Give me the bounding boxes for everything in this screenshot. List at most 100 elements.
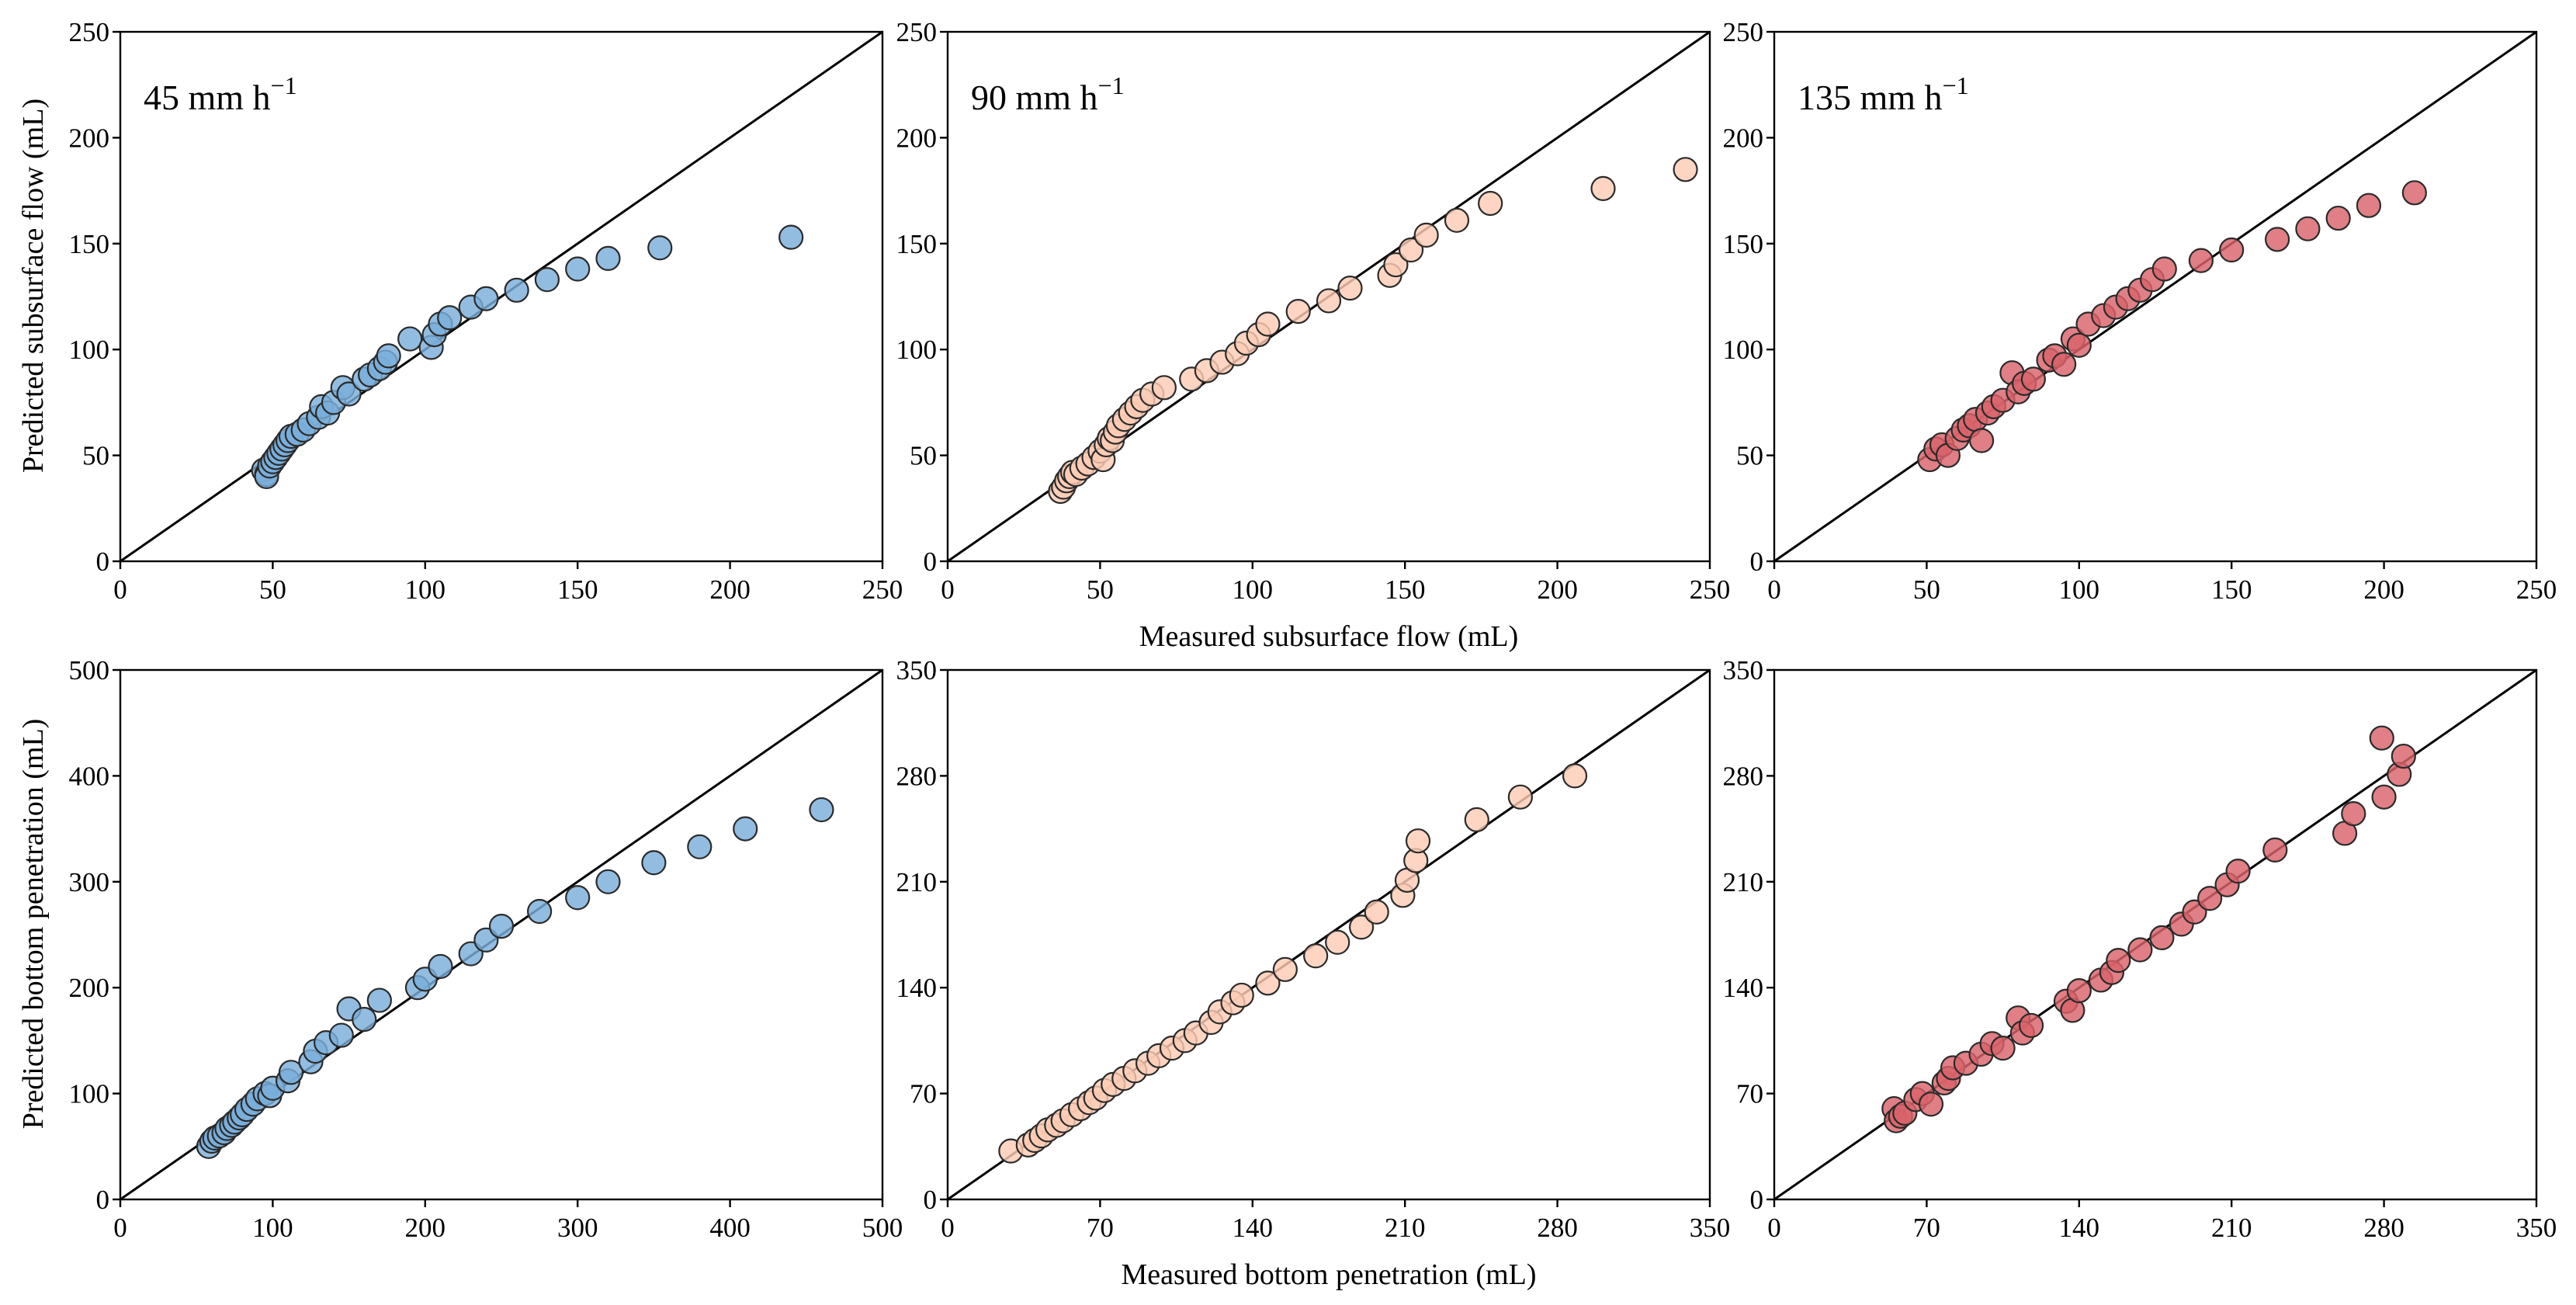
y-tick-label: 140 (1723, 973, 1764, 1003)
data-point (595, 869, 621, 894)
data-point (1303, 943, 1329, 969)
y-tick-label: 100 (896, 335, 938, 365)
x-tick-label: 70 (1087, 1213, 1114, 1243)
y-tick-label: 70 (910, 1079, 937, 1109)
data-point (1255, 970, 1281, 996)
data-point (1478, 190, 1503, 217)
plot-frame (946, 668, 1711, 1201)
data-point (565, 256, 591, 282)
data-point (1918, 1092, 1944, 1117)
x-tick-label: 0 (941, 574, 955, 605)
x-tick-label: 280 (1537, 1213, 1578, 1243)
data-point (687, 834, 712, 859)
data-point (1673, 157, 1698, 182)
y-tick-label: 0 (1750, 1185, 1764, 1215)
data-point (2018, 1012, 2044, 1039)
y-tick-label: 200 (896, 123, 938, 153)
data-point (647, 235, 673, 261)
data-point (2225, 859, 2251, 884)
data-point (336, 381, 362, 407)
y-tick-label: 0 (96, 1185, 110, 1215)
x-tick-label: 210 (1385, 1213, 1426, 1243)
y-tick-label: 500 (69, 655, 110, 685)
x-axis-label-top: Measured subsurface flow (mL) (1139, 620, 1519, 653)
data-point (2401, 180, 2427, 206)
x-tick-label: 50 (1913, 574, 1940, 605)
data-point (2066, 977, 2092, 1004)
data-point (2369, 725, 2394, 751)
identity-line (120, 30, 883, 563)
x-tick-label: 400 (709, 1213, 751, 1243)
data-point (1151, 375, 1177, 401)
x-axis-label-bottom: Measured bottom penetration (mL) (1121, 1258, 1536, 1291)
y-tick-label: 400 (69, 761, 110, 791)
x-tick-label: 150 (2211, 574, 2252, 605)
data-point (366, 987, 392, 1013)
x-tick-label: 210 (2211, 1213, 2252, 1243)
y-tick-label: 280 (1723, 761, 1764, 791)
y-tick-label: 100 (69, 1079, 110, 1109)
y-tick-label: 200 (69, 123, 110, 153)
y-tick-label: 350 (1723, 655, 1764, 685)
data-point (1383, 252, 1409, 278)
y-axis-label-top: Predicted subsurface flow (mL) (17, 99, 50, 473)
data-point (534, 267, 560, 293)
data-point (2356, 193, 2382, 218)
y-axis-label-bottom: Predicted bottom penetration (mL) (17, 719, 50, 1130)
x-tick-label: 0 (941, 1213, 955, 1243)
data-point (488, 913, 515, 939)
panel-bottom-left: 0 100 200 300 400 500 0 100 200 300 400 500 (69, 655, 903, 1243)
data-point (2265, 227, 2290, 252)
data-point (1325, 929, 1350, 955)
data-point (473, 286, 499, 311)
data-point (565, 885, 591, 911)
y-tick-label: 200 (69, 973, 110, 1003)
y-tick-label: 150 (896, 229, 938, 259)
x-tick-label: 150 (557, 574, 598, 605)
data-point (352, 1007, 377, 1033)
x-tick-label: 0 (113, 1213, 127, 1243)
x-tick-label: 0 (113, 574, 127, 605)
data-point (778, 224, 804, 250)
x-tick-label: 140 (2059, 1213, 2100, 1243)
y-tick-label: 250 (896, 17, 938, 47)
y-tick-label: 50 (910, 441, 937, 471)
data-point (1337, 275, 1363, 301)
data-point (2020, 366, 2046, 392)
x-tick-label: 300 (557, 1213, 598, 1243)
data-point (1398, 237, 1424, 263)
data-point (1229, 982, 1254, 1008)
data-point (641, 850, 667, 876)
plot-frame (946, 30, 1711, 563)
plot-frame (119, 30, 884, 563)
x-tick-label: 250 (2516, 574, 2557, 605)
data-point (526, 898, 553, 925)
y-tick-label: 150 (69, 229, 110, 259)
x-tick-label: 500 (862, 1213, 903, 1243)
x-tick-label: 0 (1767, 1213, 1781, 1243)
data-point (1969, 428, 1995, 453)
data-point (2106, 948, 2131, 974)
y-tick-label: 70 (1736, 1079, 1763, 1109)
y-tick-label: 250 (69, 17, 110, 47)
x-tick-label: 250 (1690, 574, 1731, 605)
x-tick-label: 100 (1233, 574, 1274, 605)
y-tick-label: 0 (924, 1185, 938, 1215)
data-point (1364, 899, 1389, 925)
panel-title: 135 mm h−1 (1798, 71, 1969, 117)
panel-top-middle: 0 50 100 150 200 250 0 50 100 150 200 250 90 mm h−1 (896, 17, 1731, 605)
data-point (376, 343, 401, 369)
y-tick-label: 50 (1736, 441, 1763, 471)
data-point (1348, 915, 1375, 940)
data-point (2066, 332, 2092, 358)
y-tick-label: 350 (896, 655, 938, 685)
x-tick-label: 150 (1385, 574, 1426, 605)
data-point (437, 305, 463, 331)
y-tick-label: 0 (1750, 547, 1764, 577)
data-point (733, 816, 758, 842)
x-tick-label: 100 (2059, 574, 2100, 605)
data-point (504, 277, 529, 303)
data-point (1444, 207, 1470, 233)
x-tick-label: 50 (1087, 574, 1114, 605)
